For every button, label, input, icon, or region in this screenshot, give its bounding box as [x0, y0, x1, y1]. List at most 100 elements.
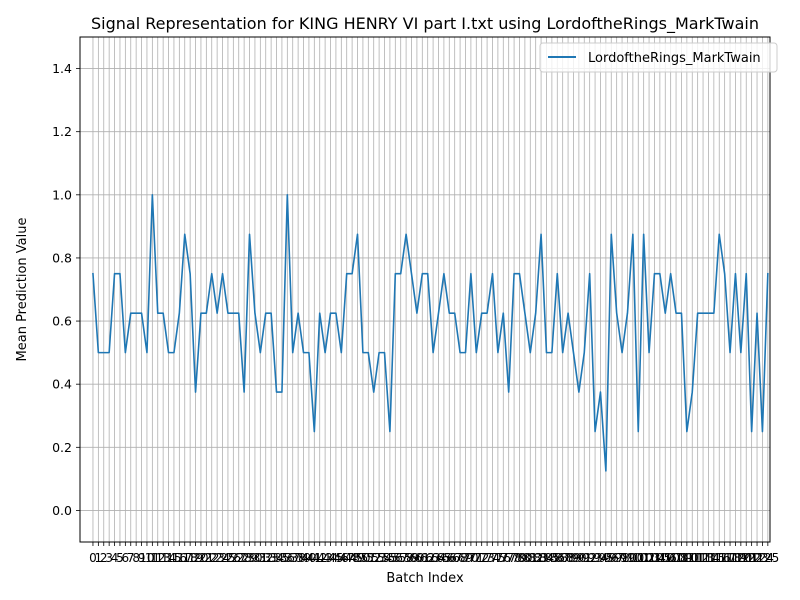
- data-point: [233, 312, 235, 314]
- x-tick-label: 35: [274, 551, 289, 565]
- legend-box: [539, 42, 778, 73]
- data-point: [767, 273, 769, 275]
- data-point: [276, 391, 278, 393]
- x-tick-label: 108: [665, 551, 688, 565]
- data-point: [373, 391, 375, 393]
- x-tick-label: 79: [512, 551, 527, 565]
- data-point: [697, 312, 699, 314]
- data-point: [216, 312, 218, 314]
- x-tick-label: 121: [735, 551, 758, 565]
- data-point: [173, 352, 175, 354]
- data-point: [281, 391, 283, 393]
- x-tick-label: 63: [425, 551, 440, 565]
- data-point: [389, 431, 391, 433]
- data-point: [648, 352, 650, 354]
- series-line: [92, 194, 769, 472]
- x-tick-label: 106: [654, 551, 677, 565]
- data-point: [524, 312, 526, 314]
- data-point: [157, 312, 159, 314]
- x-tick-label: 86: [550, 551, 565, 565]
- data-point: [227, 312, 229, 314]
- y-axis-label: Mean Prediction Value: [15, 218, 30, 362]
- x-tick-label: 96: [604, 551, 619, 565]
- data-point: [702, 312, 704, 314]
- data-point: [200, 312, 202, 314]
- x-tick-label: 9: [138, 551, 146, 565]
- data-point: [600, 391, 602, 393]
- data-point: [378, 352, 380, 354]
- x-tick-label: 52: [366, 551, 381, 565]
- x-tick-label: 62: [420, 551, 435, 565]
- data-point: [432, 352, 434, 354]
- data-point: [686, 431, 688, 433]
- x-tick-label: 114: [697, 551, 720, 565]
- x-tick-label: 87: [555, 551, 570, 565]
- x-tick-label: 80: [517, 551, 532, 565]
- x-tick-label: 4: [111, 551, 119, 565]
- data-point: [605, 470, 607, 472]
- x-tick-label: 12: [150, 551, 165, 565]
- data-point: [303, 352, 305, 354]
- x-tick-label: 107: [659, 551, 682, 565]
- data-point: [152, 194, 154, 196]
- data-point: [141, 312, 143, 314]
- x-tick-label: 45: [328, 551, 343, 565]
- plot-frame: [79, 36, 771, 543]
- data-point: [470, 273, 472, 275]
- data-point: [400, 273, 402, 275]
- data-point: [664, 312, 666, 314]
- x-tick-label: 77: [501, 551, 516, 565]
- x-tick-label: 122: [740, 551, 763, 565]
- data-point: [621, 352, 623, 354]
- x-tick-label: 5: [116, 551, 124, 565]
- data-point: [330, 312, 332, 314]
- x-tick-label: 69: [458, 551, 473, 565]
- x-tick-label: 32: [258, 551, 273, 565]
- x-tick-label: 36: [280, 551, 295, 565]
- x-tick-label: 8: [132, 551, 140, 565]
- x-tick-label: 53: [371, 551, 386, 565]
- x-tick-label: 65: [436, 551, 451, 565]
- data-point: [384, 352, 386, 354]
- x-tick-label: 55: [382, 551, 397, 565]
- data-point: [740, 352, 742, 354]
- data-point: [119, 273, 121, 275]
- x-tick-label: 29: [242, 551, 257, 565]
- x-tick-label: 46: [334, 551, 349, 565]
- x-tick-label: 70: [463, 551, 478, 565]
- data-point: [405, 233, 407, 235]
- x-tick-label: 91: [577, 551, 592, 565]
- x-tick-label: 19: [188, 551, 203, 565]
- data-point: [508, 391, 510, 393]
- data-point: [270, 312, 272, 314]
- data-point: [92, 273, 94, 275]
- data-point: [254, 312, 256, 314]
- data-point: [335, 312, 337, 314]
- data-point: [416, 312, 418, 314]
- data-point: [114, 273, 116, 275]
- data-point: [556, 273, 558, 275]
- y-tick-label: 0.0: [52, 503, 72, 518]
- x-tick-label: 60: [409, 551, 424, 565]
- data-point: [395, 273, 397, 275]
- y-tick-label: 1.0: [52, 187, 72, 202]
- data-point: [168, 352, 170, 354]
- x-tick-label: 104: [643, 551, 666, 565]
- data-point: [465, 352, 467, 354]
- data-point: [691, 391, 693, 393]
- data-point: [497, 352, 499, 354]
- x-tick-label: 116: [708, 551, 731, 565]
- x-tick-label: 44: [323, 551, 338, 565]
- x-tick-label: 38: [290, 551, 305, 565]
- data-point: [583, 352, 585, 354]
- x-tick-label: 26: [226, 551, 241, 565]
- data-point: [475, 352, 477, 354]
- data-point: [578, 391, 580, 393]
- x-tick-label: 125: [756, 551, 779, 565]
- x-tick-label: 56: [388, 551, 403, 565]
- x-tick-label: 73: [479, 551, 494, 565]
- x-tick-label: 71: [469, 551, 484, 565]
- x-tick-label: 124: [751, 551, 774, 565]
- data-point: [222, 273, 224, 275]
